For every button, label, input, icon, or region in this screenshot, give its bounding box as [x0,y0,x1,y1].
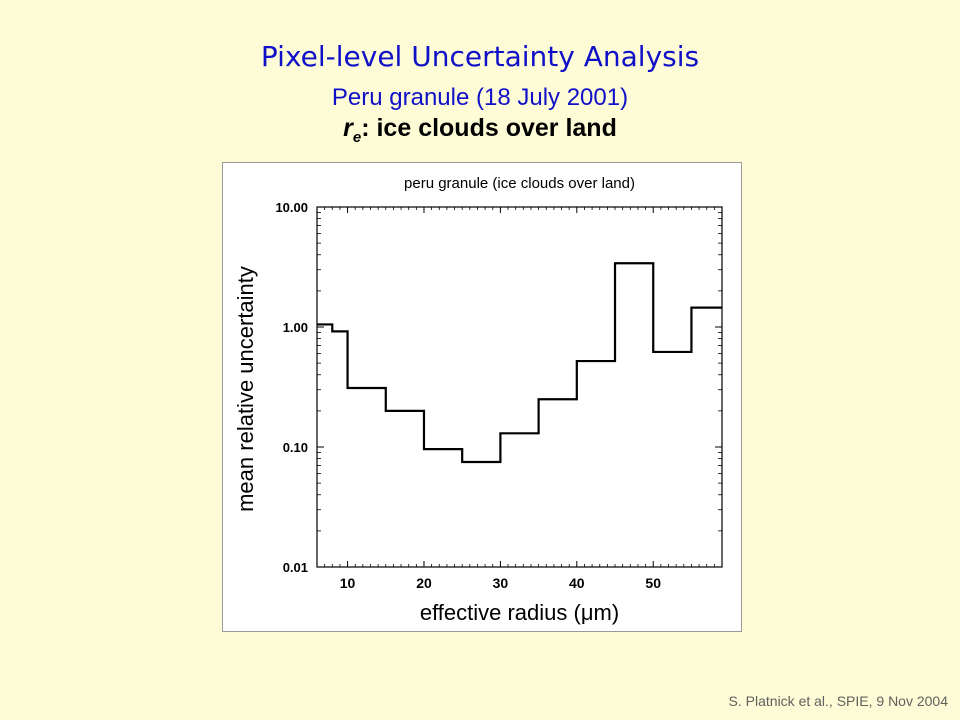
variable-description: : ice clouds over land [361,114,617,142]
chart-title: peru granule (ice clouds over land) [404,175,635,192]
variable-symbol: r [343,114,353,142]
slide-title: Pixel-level Uncertainty Analysis [260,40,700,73]
x-tick-label: 50 [645,575,661,591]
histogram-step-line [317,262,722,464]
x-tick-label: 10 [340,575,356,591]
x-tick-label: 20 [416,575,432,591]
citation-credit: S. Platnick et al., SPIE, 9 Nov 2004 [728,693,948,709]
y-tick-label: 1.00 [283,320,308,335]
y-tick-label: 0.10 [283,440,308,455]
variable-subscript: e [352,129,362,146]
x-axis-label: effective radius (μm) [420,600,619,625]
x-tick-label: 40 [569,575,585,591]
x-tick-label: 30 [493,575,509,591]
histogram-chart: peru granule (ice clouds over land) 10 20 3… [233,175,723,625]
slide-subtitle: Peru granule (18 July 2001) [331,84,629,111]
chart-panel: peru granule (ice clouds over land) 10 20 3… [222,162,742,632]
plot-frame [316,206,723,568]
y-axis-label: mean relative uncertainty [233,266,258,512]
y-tick-label: 10.00 [275,200,308,215]
y-tick-label: 0.01 [283,560,308,575]
slide-subtitle-variable: re: ice clouds over land [0,114,960,146]
